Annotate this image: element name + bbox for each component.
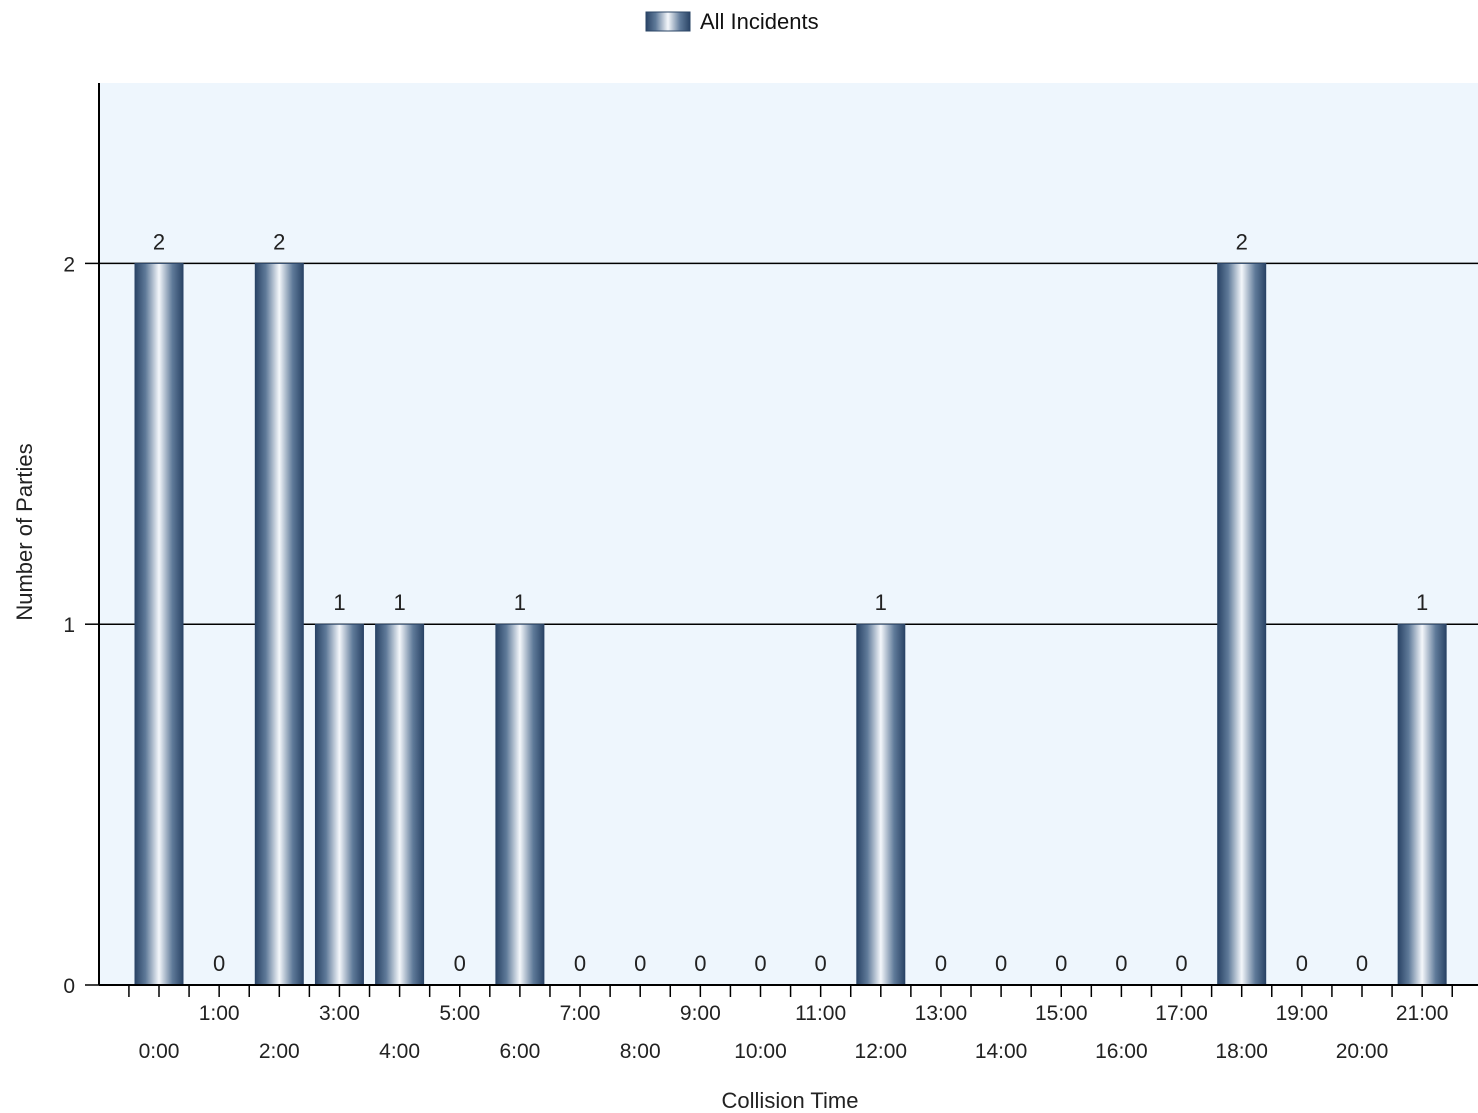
x-tick-label-14:00: 14:00 <box>975 1040 1028 1063</box>
plot-area <box>99 83 1478 985</box>
y-axis-title: Number of Parties <box>12 443 37 620</box>
x-tick-label-20:00: 20:00 <box>1336 1040 1389 1063</box>
data-label-15:00: 0 <box>1055 951 1067 976</box>
x-axis-title: Collision Time <box>722 1088 859 1113</box>
x-tick-label-4:00: 4:00 <box>379 1040 420 1063</box>
data-label-3:00: 1 <box>333 590 345 615</box>
data-label-8:00: 0 <box>634 951 646 976</box>
data-label-19:00: 0 <box>1296 951 1308 976</box>
y-tick-label: 0 <box>63 975 75 998</box>
bar-18:00 <box>1217 262 1267 986</box>
data-label-9:00: 0 <box>694 951 706 976</box>
data-label-17:00: 0 <box>1175 951 1187 976</box>
bars <box>134 262 1447 986</box>
x-tick-label-11:00: 11:00 <box>795 1002 846 1025</box>
data-label-12:00: 1 <box>875 590 887 615</box>
data-label-11:00: 0 <box>815 951 827 976</box>
data-label-5:00: 0 <box>454 951 466 976</box>
data-label-1:00: 0 <box>213 951 225 976</box>
data-label-21:00: 1 <box>1416 590 1428 615</box>
x-tick-label-18:00: 18:00 <box>1215 1040 1268 1063</box>
data-labels: 2 0 2 1 1 0 1 0 0 0 0 0 1 0 0 0 0 0 2 0 0 1 <box>153 229 1428 976</box>
x-tick-label-6:00: 6:00 <box>499 1040 540 1063</box>
x-tick-label-5:00: 5:00 <box>439 1002 480 1025</box>
data-label-2:00: 2 <box>273 229 285 254</box>
bar-3:00 <box>314 623 364 986</box>
bar-0:00 <box>134 262 184 986</box>
x-tick-label-7:00: 7:00 <box>560 1002 601 1025</box>
x-tick-label-13:00: 13:00 <box>915 1002 968 1025</box>
data-label-10:00: 0 <box>754 951 766 976</box>
data-label-16:00: 0 <box>1115 951 1127 976</box>
x-ticks: 0:00 1:00 2:00 3:00 4:00 5:00 6:00 7:00 8:00 9:00… <box>128 985 1453 1063</box>
data-label-4:00: 1 <box>393 590 405 615</box>
x-tick-label-10:00: 10:00 <box>734 1040 787 1063</box>
x-tick-label-15:00: 15:00 <box>1035 1002 1088 1025</box>
x-tick-label-1:00: 1:00 <box>199 1002 240 1025</box>
data-label-7:00: 0 <box>574 951 586 976</box>
x-tick-label-17:00: 17:00 <box>1155 1002 1208 1025</box>
x-tick-label-9:00: 9:00 <box>680 1002 721 1025</box>
y-ticks: 0 1 2 <box>63 253 99 998</box>
legend-swatch <box>645 11 691 32</box>
data-label-18:00: 2 <box>1236 229 1248 254</box>
data-label-0:00: 2 <box>153 229 165 254</box>
data-label-14:00: 0 <box>995 951 1007 976</box>
bar-4:00 <box>375 623 425 986</box>
x-tick-label-19:00: 19:00 <box>1276 1002 1329 1025</box>
x-tick-label-3:00: 3:00 <box>319 1002 360 1025</box>
legend: All Incidents <box>645 9 819 34</box>
bar-12:00 <box>856 623 906 986</box>
bar-21:00 <box>1397 623 1447 986</box>
data-label-20:00: 0 <box>1356 951 1368 976</box>
x-tick-label-2:00: 2:00 <box>259 1040 300 1063</box>
data-label-6:00: 1 <box>514 590 526 615</box>
legend-label: All Incidents <box>700 9 819 34</box>
x-tick-label-12:00: 12:00 <box>855 1040 908 1063</box>
y-tick-label: 2 <box>63 253 75 276</box>
x-tick-label-0:00: 0:00 <box>139 1040 180 1063</box>
bar-6:00 <box>495 623 545 986</box>
x-tick-label-21:00: 21:00 <box>1396 1002 1449 1025</box>
x-tick-label-16:00: 16:00 <box>1095 1040 1148 1063</box>
data-label-13:00: 0 <box>935 951 947 976</box>
x-tick-label-8:00: 8:00 <box>620 1040 661 1063</box>
bar-2:00 <box>254 262 304 986</box>
y-tick-label: 1 <box>63 614 75 637</box>
